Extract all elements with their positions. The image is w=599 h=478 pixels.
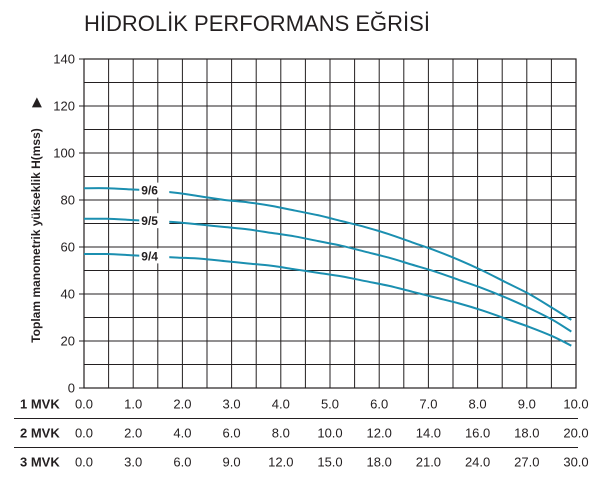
flow-tick-label: 7.0 [419,397,437,412]
curve-label-bg [139,213,170,229]
flow-row-label: 1 MVK [20,397,60,412]
flow-tick-label: 18.0 [514,426,539,441]
y-tick-label: 40 [61,287,75,302]
flow-tick-label: 8.0 [272,426,290,441]
y-axis-label: Toplam manometrik yükseklik H(mss) [29,128,43,343]
y-tick-label: 140 [53,52,75,67]
y-tick-label: 100 [53,146,75,161]
y-tick-label: 80 [61,193,75,208]
curve-labels: 9/6 9/5 9/4 [139,182,170,264]
flow-tick-label: 4.0 [173,426,191,441]
flow-tick-label: 9.0 [223,455,241,470]
flow-tick-label: 18.0 [367,455,392,470]
flow-tick-label: 2.0 [124,426,142,441]
curve-label: 9/6 [141,184,158,198]
flow-tick-label: 0.0 [75,455,93,470]
y-axis-arrow: ▶ [29,97,43,108]
flow-tick-label: 30.0 [563,455,588,470]
y-tick-label: 0 [68,381,75,396]
flow-tick-label: 24.0 [465,455,490,470]
curve-label: 9/5 [141,214,158,228]
flow-row-label: 2 MVK [20,426,60,441]
flow-tick-label: 1.0 [124,397,142,412]
flow-tick-label: 10.0 [317,426,342,441]
flow-tick-label: 0.0 [75,397,93,412]
flow-tick-label: 0.0 [75,426,93,441]
flow-tick-label: 15.0 [317,455,342,470]
curve-label-bg [139,248,170,264]
flow-tick-label: 6.0 [223,426,241,441]
curve-label: 9/4 [141,249,158,263]
flow-tick-label: 10.0 [563,397,588,412]
curve-label-bg [139,182,170,198]
flow-tick-label: 6.0 [173,455,191,470]
flow-tick-label: 2.0 [173,397,191,412]
y-tick-label: 60 [61,240,75,255]
y-tick-label: 120 [53,99,75,114]
x-axis-rows: 1 MVK 0.0 1.0 2.0 3.0 4.0 5.0 6.0 7.0 8.0 9.0 10.0 2… [14,397,589,470]
y-axis-label-group: Toplam manometrik yükseklik H(mss) ▶ [29,97,43,343]
flow-tick-label: 5.0 [321,397,339,412]
flow-tick-label: 3.0 [223,397,241,412]
flow-row-label: 3 MVK [20,455,60,470]
y-tick-label: 20 [61,334,75,349]
plot-frame [83,58,577,389]
flow-tick-label: 21.0 [416,455,441,470]
flow-tick-label: 8.0 [469,397,487,412]
flow-tick-label: 14.0 [416,426,441,441]
grid [83,58,577,389]
flow-tick-label: 12.0 [268,455,293,470]
flow-tick-label: 9.0 [518,397,536,412]
curve-9-4 [83,252,572,347]
curves [83,187,572,347]
chart-title: HİDROLİK PERFORMANS EĞRİSİ [84,11,430,36]
flow-tick-label: 16.0 [465,426,490,441]
flow-tick-label: 27.0 [514,455,539,470]
flow-tick-label: 4.0 [272,397,290,412]
flow-tick-label: 12.0 [367,426,392,441]
flow-tick-label: 20.0 [563,426,588,441]
flow-tick-label: 3.0 [124,455,142,470]
y-axis-ticks: 0 20 40 60 80 100 120 140 [53,52,84,396]
flow-tick-label: 6.0 [370,397,388,412]
